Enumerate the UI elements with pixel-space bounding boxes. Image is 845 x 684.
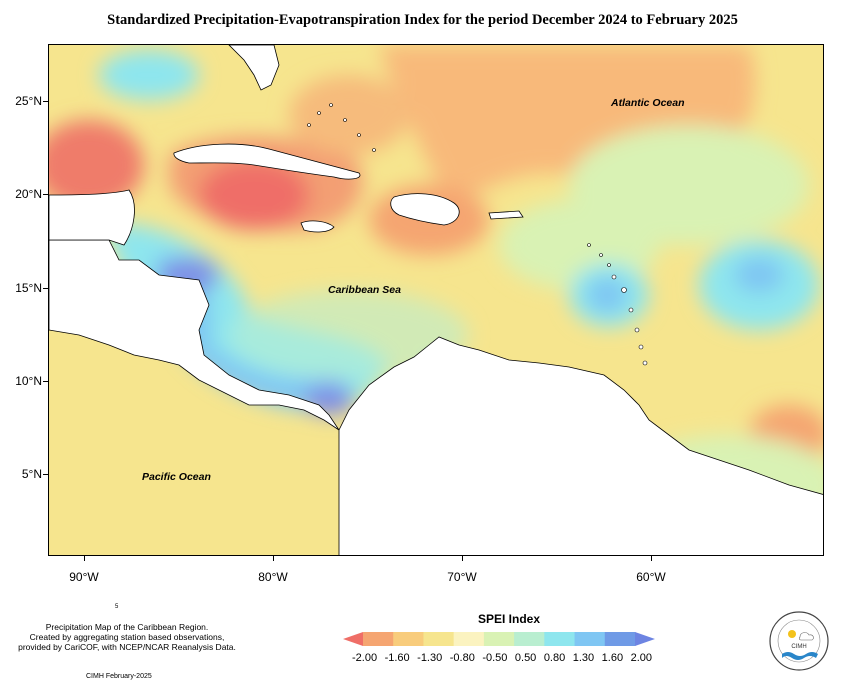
lon-label-80w: 80°W	[258, 570, 288, 584]
caribbean-sea-label: Caribbean Sea	[328, 284, 401, 296]
map-title: Standardized Precipitation-Evapotranspir…	[107, 12, 738, 28]
dry-zone-atlantic	[379, 45, 756, 205]
sun-icon	[788, 630, 796, 638]
legend-tick: 2.00	[630, 652, 652, 664]
lat-tick	[43, 288, 48, 289]
cloud-icon	[799, 632, 814, 641]
lon-label-90w: 90°W	[69, 570, 99, 584]
land-central-america	[49, 239, 340, 431]
legend-swatch	[635, 632, 655, 646]
lat-label-25n: 25°N	[15, 94, 42, 108]
lon-tick	[462, 556, 463, 561]
land-south-america	[338, 336, 823, 555]
land-yucatan	[49, 189, 135, 246]
lon-tick	[651, 556, 652, 561]
dry-zone-gulf	[49, 120, 144, 210]
legend-swatch	[483, 632, 515, 646]
legend-ticks: -2.00 -1.60 -1.30 -0.80 -0.50 0.50 0.80 …	[352, 652, 652, 664]
small-mark: 5	[115, 604, 119, 610]
lat-tick	[43, 474, 48, 475]
land-hispaniola	[390, 193, 460, 226]
cimh-logo: CIMH	[769, 611, 829, 671]
lat-tick	[43, 101, 48, 102]
lon-label-70w: 70°W	[447, 570, 477, 584]
dry-zone-bahamas	[289, 75, 409, 155]
lat-label-5n: 5°N	[21, 467, 42, 481]
lat-label-15n: 15°N	[15, 281, 42, 295]
note-line: Precipitation Map of the Caribbean Regio…	[45, 622, 209, 632]
lon-tick	[273, 556, 274, 561]
legend-swatch	[453, 632, 485, 646]
legend-swatch	[514, 632, 545, 646]
legend-swatch	[393, 632, 424, 646]
atlantic-ocean-label: Atlantic Ocean	[611, 97, 685, 109]
lat-label-20n: 20°N	[15, 187, 42, 201]
lat-label-10n: 10°N	[15, 374, 42, 388]
wetter-zone-east-atlantic	[734, 257, 784, 293]
note-line: provided by CariCOF, with NCEP/NCAR Rean…	[18, 642, 236, 652]
note-line: Created by aggregating station based obs…	[29, 632, 225, 642]
slightly-wet-colombia	[229, 290, 469, 380]
legend-tick: 1.30	[572, 652, 595, 664]
small-islands	[307, 103, 648, 366]
legend-swatch	[343, 632, 363, 646]
footer-credit: CIMH February-2025	[86, 673, 152, 680]
map-description: Precipitation Map of the Caribbean Regio…	[12, 622, 242, 652]
very-dry-cuba	[199, 160, 309, 230]
lat-tick	[43, 381, 48, 382]
pacific-ocean-label: Pacific Ocean	[142, 471, 211, 483]
legend-colorbar	[343, 632, 655, 646]
legend-tick: -2.00	[352, 652, 378, 664]
waves-icon	[782, 652, 818, 660]
legend-tick: 0.80	[543, 652, 566, 664]
legend-swatch	[604, 632, 636, 646]
legend-tick: -1.60	[384, 652, 410, 664]
legend-swatch	[423, 632, 455, 646]
legend-swatch	[544, 632, 576, 646]
legend-tick: -1.30	[417, 652, 443, 664]
wetter-zone-windward	[587, 277, 627, 313]
land-jamaica	[300, 220, 335, 233]
land-cuba	[173, 143, 361, 180]
logo-text: CIMH	[791, 644, 806, 650]
land-florida	[228, 45, 280, 91]
lon-label-60w: 60°W	[636, 570, 666, 584]
lat-tick	[43, 194, 48, 195]
spei-map	[48, 44, 824, 556]
legend-swatch	[574, 632, 606, 646]
legend-tick: -0.50	[482, 652, 508, 664]
wet-zone-gulf-north	[99, 50, 199, 100]
legend-title: SPEI Index	[478, 612, 541, 626]
land-puerto-rico	[488, 210, 524, 220]
lon-tick	[84, 556, 85, 561]
legend-tick: 1.60	[601, 652, 624, 664]
legend-tick: 0.50	[514, 652, 537, 664]
legend-tick: -0.80	[449, 652, 475, 664]
legend-swatch	[363, 632, 394, 646]
